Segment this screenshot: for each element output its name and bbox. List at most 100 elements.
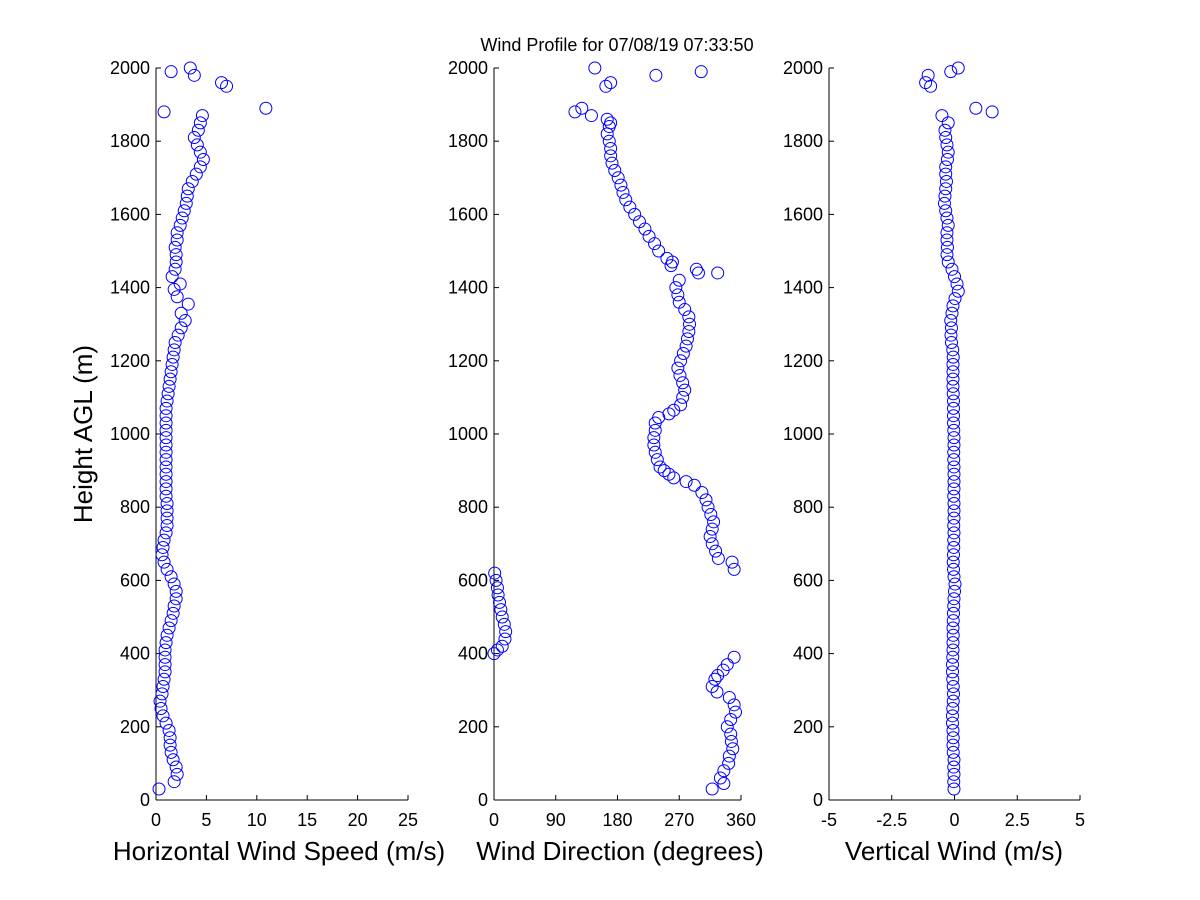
data-point: [159, 423, 173, 437]
data-point: [494, 603, 508, 617]
data-point: [947, 760, 961, 774]
data-point: [940, 233, 954, 247]
data-point: [174, 321, 188, 335]
x-tick-label: 5: [201, 810, 211, 830]
data-point: [652, 244, 666, 258]
data-point: [181, 297, 195, 311]
data-point: [939, 174, 953, 188]
data-point: [705, 537, 719, 551]
data-point: [604, 76, 618, 90]
data-point: [945, 262, 959, 276]
data-point: [946, 680, 960, 694]
data-point: [705, 680, 719, 694]
data-point: [173, 218, 187, 232]
data-point: [189, 167, 203, 181]
y-tick-label: 600: [120, 570, 150, 590]
data-point: [588, 61, 602, 75]
data-point: [680, 332, 694, 346]
x-axis-label: Vertical Wind (m/s): [845, 836, 1063, 866]
y-tick-label: 1600: [783, 204, 823, 224]
y-tick-label: 400: [793, 644, 823, 664]
y-tick-group: 0 200 400 600 800 1000 1200 1400 1600 1800 2000: [448, 58, 499, 810]
data-point: [674, 354, 688, 368]
data-point: [669, 281, 683, 295]
data-point: [945, 306, 959, 320]
data-point: [727, 650, 741, 664]
data-point: [947, 445, 961, 459]
data-point: [672, 295, 686, 309]
data-point: [683, 317, 697, 331]
y-tick-label: 2000: [448, 58, 488, 78]
data-point: [159, 475, 173, 489]
data-point: [699, 493, 713, 507]
data-point: [632, 215, 646, 229]
data-point: [159, 416, 173, 430]
data-point: [947, 570, 961, 584]
data-point: [623, 200, 637, 214]
data-point: [947, 767, 961, 781]
data-point: [676, 376, 690, 390]
data-point: [946, 723, 960, 737]
y-tick-label: 600: [793, 570, 823, 590]
y-tick-label: 1800: [783, 131, 823, 151]
data-point: [164, 745, 178, 759]
data-point: [491, 588, 505, 602]
data-point: [159, 438, 173, 452]
data-point: [940, 211, 954, 225]
data-point: [946, 365, 960, 379]
x-tick-label: 90: [546, 810, 566, 830]
data-point: [160, 519, 174, 532]
data-point: [945, 665, 959, 679]
x-tick-label: 15: [297, 810, 317, 830]
data-point: [187, 68, 201, 82]
data-point: [947, 482, 961, 496]
y-tick-label: 200: [458, 717, 488, 737]
y-tick-label: 0: [478, 790, 488, 810]
data-point: [649, 68, 663, 82]
data-point: [160, 628, 174, 642]
data-point: [939, 167, 953, 181]
data-point: [969, 101, 983, 115]
data-point: [674, 398, 688, 412]
data-point: [948, 577, 962, 591]
data-point: [159, 467, 173, 481]
data-point: [946, 401, 960, 415]
data-point: [193, 116, 207, 130]
data-point: [157, 555, 171, 569]
data-point: [165, 357, 179, 371]
y-tick-label: 1200: [448, 351, 488, 371]
data-point: [940, 226, 954, 240]
y-tick-label: 0: [140, 790, 150, 810]
data-point: [157, 533, 171, 547]
data-point: [948, 584, 961, 598]
x-tick-label: 25: [398, 810, 418, 830]
data-point: [489, 573, 503, 587]
data-point: [947, 540, 961, 554]
data-point: [185, 174, 199, 188]
data-point: [195, 109, 209, 123]
data-point: [947, 489, 961, 503]
data-point: [713, 771, 727, 785]
data-point: [611, 171, 625, 185]
x-tick-label: 2.5: [1005, 810, 1030, 830]
y-tick-label: 1400: [448, 278, 488, 298]
data-point: [169, 584, 183, 598]
data-point: [682, 310, 696, 324]
data-point: [951, 61, 965, 75]
y-tick-label: 800: [458, 497, 488, 517]
data-point: [678, 383, 692, 397]
data-point: [946, 672, 960, 686]
data-point: [940, 248, 954, 262]
data-point: [163, 738, 177, 752]
data-point: [948, 292, 962, 306]
x-tick-label: 0: [151, 810, 161, 830]
data-point: [159, 460, 173, 474]
data-point: [726, 742, 740, 756]
y-tick-label: 1000: [448, 424, 488, 444]
y-tick-label: 1200: [783, 351, 823, 371]
data-point: [180, 189, 194, 203]
data-point: [628, 207, 642, 221]
data-point: [935, 109, 949, 123]
data-point: [170, 290, 184, 304]
data-point: [722, 749, 736, 763]
